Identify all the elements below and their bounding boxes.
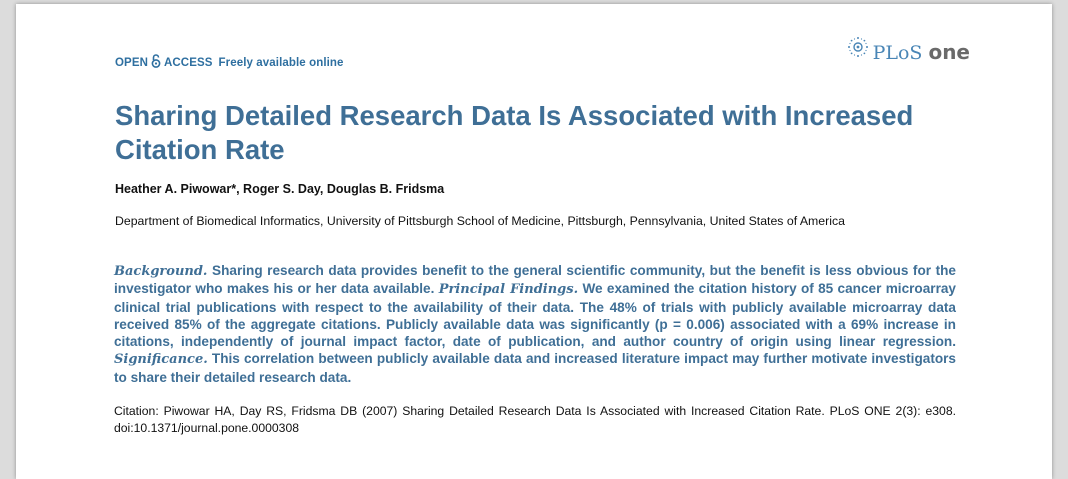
logo-one-text: one — [928, 40, 970, 64]
significance-heading: Significance. — [114, 352, 208, 368]
document-page: OPEN ACCESS Freely available online — [16, 4, 1052, 479]
background-heading: Background. — [114, 264, 208, 279]
open-lock-icon — [151, 54, 161, 71]
open-label: OPEN — [115, 56, 148, 69]
access-label: ACCESS — [164, 56, 213, 69]
citation: Citation: Piwowar HA, Day RS, Fridsma DB… — [114, 404, 956, 435]
tagline: Freely available online — [218, 56, 344, 69]
plos-sun-icon — [847, 37, 868, 57]
abstract: Background. Sharing research data provid… — [114, 262, 956, 386]
findings-heading: Principal Findings. — [438, 282, 579, 298]
logo-plos-text: PLoS — [872, 42, 923, 64]
affiliation: Department of Biomedical Informatics, Un… — [115, 214, 845, 228]
open-access-badge: OPEN ACCESS Freely available online — [115, 54, 344, 71]
article-title: Sharing Detailed Research Data Is Associ… — [115, 100, 914, 165]
journal-header: OPEN ACCESS Freely available online — [115, 36, 970, 72]
plos-one-logo: PLoS one — [847, 36, 970, 64]
significance-text: This correlation between publicly availa… — [114, 351, 956, 385]
author-list: Heather A. Piwowar*, Roger S. Day, Dougl… — [115, 182, 445, 196]
findings-text: We examined the citation history of 85 c… — [114, 281, 956, 350]
background-text: Sharing research data provides benefit t… — [114, 263, 956, 297]
